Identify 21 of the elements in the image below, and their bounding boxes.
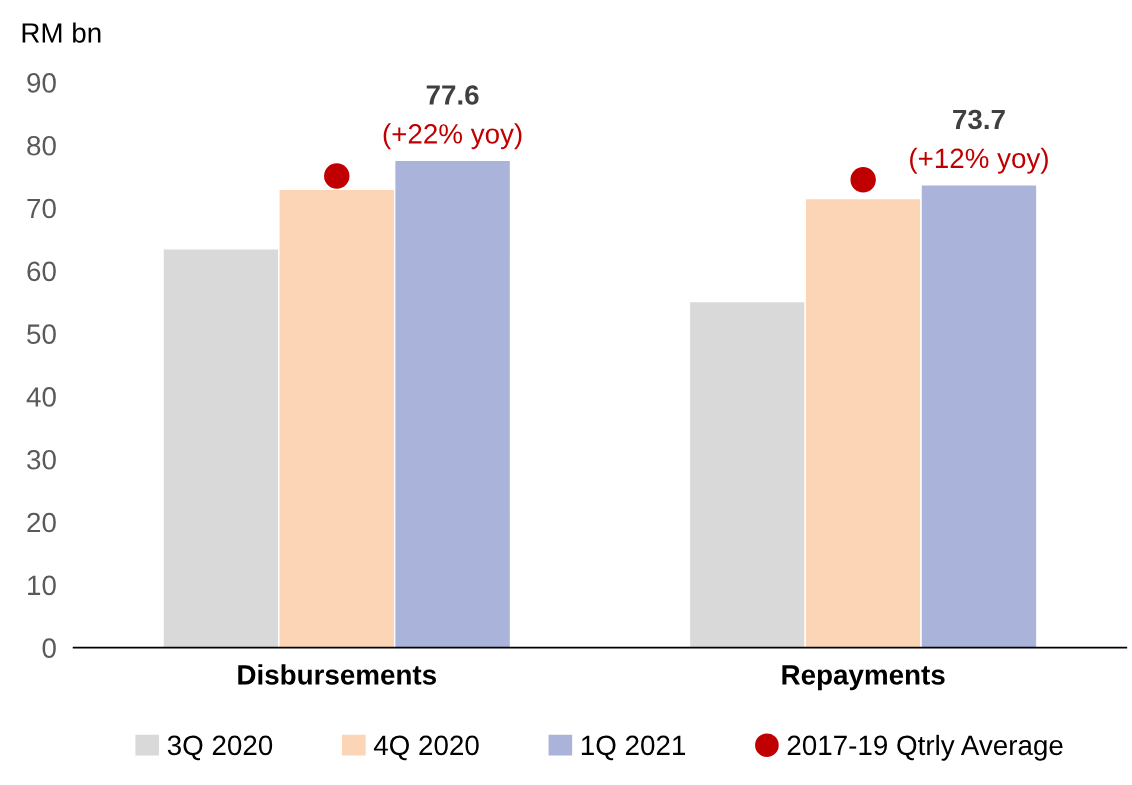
data-label: 73.7 [953, 109, 1005, 130]
y-tick-label: 70 [27, 198, 56, 219]
legend-label: 2017-19 Qtrly Average [787, 734, 1063, 761]
y-tick-label: 40 [26, 387, 56, 407]
y-tick-label: 10 [28, 575, 56, 596]
data-label: 77.6 [426, 85, 479, 105]
x-tick-label: Disbursements [238, 664, 436, 685]
y-axis-title: RM bn [22, 22, 101, 43]
legend-label: 4Q 2020 [373, 735, 479, 761]
y-tick-label: 20 [27, 512, 56, 533]
y-tick-label: 90 [27, 73, 56, 93]
annotation: (+22% yoy) [383, 123, 522, 150]
y-tick-label: 50 [27, 324, 56, 344]
y-tick-label: 30 [27, 449, 56, 470]
y-tick-label: 0 [42, 638, 56, 658]
annotation: (+12% yoy) [910, 147, 1048, 174]
x-tick-label: Repayments [782, 665, 945, 691]
legend-label: 3Q 2020 [167, 735, 273, 761]
legend-label: 1Q 2021 [581, 735, 686, 761]
y-tick-label: 60 [27, 261, 56, 282]
y-tick-label: 80 [27, 135, 56, 156]
